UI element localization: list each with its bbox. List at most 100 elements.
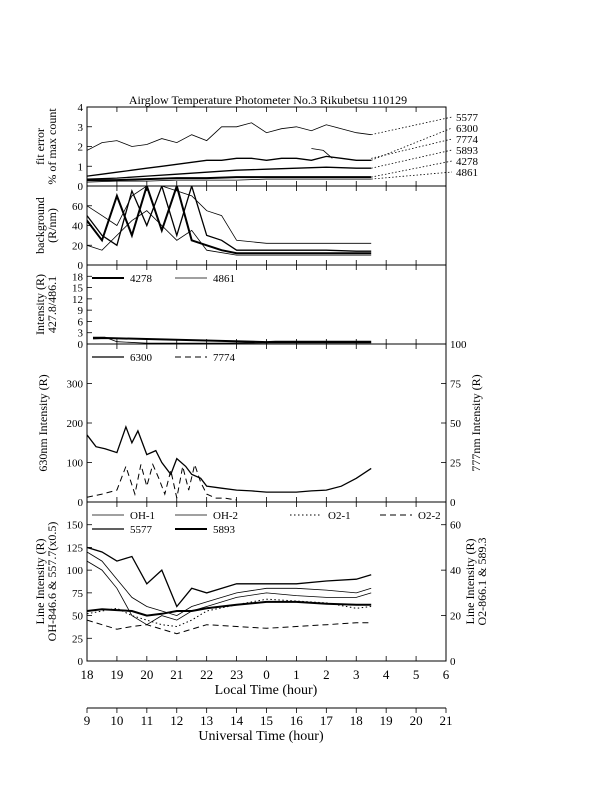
- local-time-tick-label: 6: [443, 667, 450, 682]
- series-group: [92, 336, 372, 344]
- side-label-leader: [371, 116, 453, 136]
- side-label-5577: 5577: [456, 112, 479, 124]
- universal-time-axis-label: Universal Time (hour): [198, 729, 324, 744]
- universal-time-tick-label: 20: [410, 713, 423, 728]
- y-tick-label: 0: [78, 260, 84, 272]
- local-time-tick-label: 23: [230, 667, 243, 682]
- series-OH-1: [87, 551, 372, 617]
- y-tick-label: 60: [72, 201, 84, 213]
- local-time-tick-label: 4: [383, 667, 390, 682]
- y-tick-label: 2: [78, 142, 84, 154]
- y-right-axis-label: Line Intensity (R): [463, 539, 477, 625]
- panel-intensity-6300-7774: 0 100 200 300 0 25 50 75 100 630nm Intensity (R) 7…: [36, 339, 483, 509]
- local-time-tick-label: 5: [413, 667, 420, 682]
- local-time-tick-label: 1: [293, 667, 300, 682]
- y-right-tick-label: 0: [450, 656, 456, 668]
- series-7774: [311, 148, 333, 159]
- y-tick-label: 300: [67, 379, 84, 391]
- series-d: [87, 210, 372, 256]
- side-label-leader: [371, 160, 453, 178]
- y-tick-label: 3: [78, 122, 84, 134]
- y-axis-label: fit error: [33, 128, 47, 165]
- legend-label-O2-2: O2-2: [418, 510, 441, 522]
- series-OH-2: [87, 560, 372, 626]
- y-right-axis-label: 777nm Intensity (R): [469, 374, 483, 471]
- series-4278: [92, 336, 372, 344]
- local-time-tick-label: 3: [353, 667, 360, 682]
- y-tick-label: 6: [78, 316, 84, 328]
- y-tick-label: 150: [67, 520, 84, 532]
- y-tick-label: 20: [72, 240, 84, 252]
- side-label-6300: 6300: [456, 123, 479, 135]
- side-label-leader: [371, 138, 453, 159]
- y-tick-label: 0: [78, 497, 84, 509]
- legend: 4278 4861: [92, 273, 235, 285]
- series-5577: [87, 122, 372, 151]
- y-right-tick-label: 25: [450, 458, 462, 470]
- y-axis-label: background: [33, 197, 47, 254]
- panel-frame: [86, 106, 447, 187]
- legend-label-OH-2: OH-2: [213, 510, 238, 522]
- series-4861: [93, 336, 372, 344]
- universal-time-tick-label: 16: [290, 713, 304, 728]
- y-tick-label: 3: [78, 328, 84, 340]
- universal-time-tick-label: 17: [320, 713, 334, 728]
- series-6300: [87, 424, 372, 493]
- y-tick-label: 200: [67, 418, 84, 430]
- y-tick-label: 18: [72, 271, 84, 283]
- series-b: [87, 186, 372, 252]
- universal-time-tick-label: 21: [440, 713, 453, 728]
- universal-time-tick-label: 19: [380, 713, 393, 728]
- y-axis-label: (R/nm): [45, 208, 59, 243]
- universal-time-tick-label: 18: [350, 713, 363, 728]
- series-a: [87, 186, 372, 244]
- y-right-tick-label: 40: [450, 565, 462, 577]
- y-axis-label: 427.8/486.1: [45, 276, 59, 333]
- series-group: [87, 186, 372, 256]
- y-right-tick-label: 20: [450, 611, 462, 623]
- local-time-tick-label: 21: [170, 667, 183, 682]
- y-axis-label: 630nm Intensity (R): [36, 374, 50, 471]
- y-tick-label: 0: [78, 181, 84, 193]
- y-tick-label: 100: [67, 458, 84, 470]
- y-axis-label: Line Intensity (R): [33, 539, 47, 625]
- legend-label-4278: 4278: [130, 273, 153, 285]
- panel-frame: [86, 343, 447, 503]
- y-right-axis-label: O2-866.1 & 589.3: [475, 538, 489, 626]
- y-tick-label: 40: [72, 221, 84, 233]
- local-time-axis-label: Local Time (hour): [215, 683, 318, 698]
- side-label-leader: [371, 171, 453, 180]
- y-tick-label: 12: [72, 294, 83, 306]
- series-6300: [87, 155, 372, 177]
- series-5893: [87, 600, 372, 617]
- panel-fit-error: 0 1 2 3 4 fit error% of max count 557763007774…: [33, 102, 479, 193]
- series-group: [87, 424, 372, 501]
- series-c: [87, 186, 372, 255]
- y-right-tick-label: 60: [450, 520, 462, 532]
- universal-time-tick-label: 11: [141, 713, 154, 728]
- local-time-tick-label: 20: [140, 667, 153, 682]
- y-tick-label: 125: [67, 542, 84, 554]
- legend-label-OH-1: OH-1: [130, 510, 155, 522]
- y-tick-label: 25: [72, 633, 84, 645]
- legend-label-4861: 4861: [213, 273, 235, 285]
- y-tick-label: 4: [78, 102, 84, 114]
- universal-time-tick-label: 12: [170, 713, 183, 728]
- y-tick-label: 0: [78, 656, 84, 668]
- side-label-4861: 4861: [456, 167, 478, 179]
- legend-label-O2-1: O2-1: [328, 510, 351, 522]
- local-time-tick-label: 18: [81, 667, 94, 682]
- legend-label-6300: 6300: [130, 352, 153, 364]
- y-axis-label: Intensity (R): [33, 274, 47, 335]
- y-right-tick-label: 75: [450, 379, 462, 391]
- y-right-tick-label: 100: [450, 339, 467, 351]
- series-7774: [87, 462, 237, 501]
- y-right-tick-label: 0: [450, 497, 456, 509]
- y-right-tick-label: 50: [450, 418, 462, 430]
- series-O2-2: [87, 619, 372, 635]
- series-group: [87, 122, 372, 183]
- y-tick-label: 15: [72, 283, 84, 295]
- y-tick-label: 0: [78, 339, 84, 351]
